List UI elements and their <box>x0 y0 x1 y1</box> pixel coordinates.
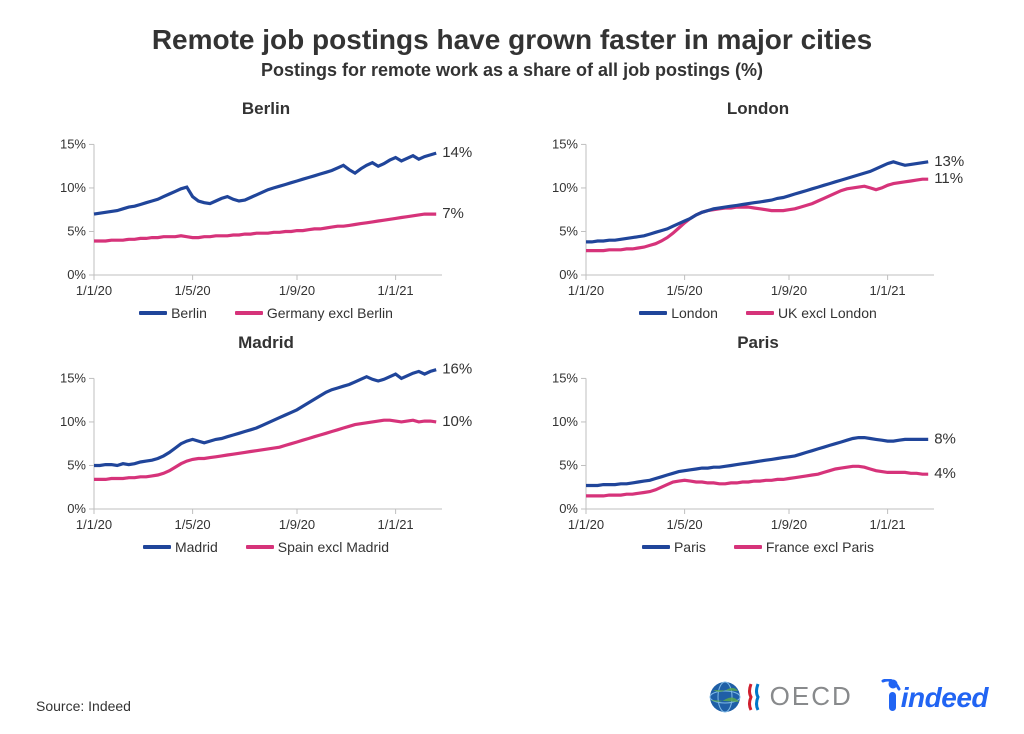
city-end-label: 14% <box>442 144 472 161</box>
legend-swatch <box>639 311 667 315</box>
footer: Source: Indeed OECD indeed <box>36 679 988 714</box>
svg-text:10%: 10% <box>552 180 578 195</box>
city-end-label: 13% <box>934 153 964 170</box>
svg-text:5%: 5% <box>67 223 86 238</box>
svg-text:1/9/20: 1/9/20 <box>279 283 315 298</box>
panel-title: Madrid <box>36 333 496 353</box>
panel-madrid: Madrid 0% 5% 10% 15% 1/1/20 1/5/20 1/9/20 1/1/21… <box>36 333 496 555</box>
panel-title: London <box>528 99 988 119</box>
svg-text:1/1/21: 1/1/21 <box>378 283 414 298</box>
legend-label: Spain excl Madrid <box>278 539 389 555</box>
city-series <box>94 370 436 466</box>
source-text: Source: Indeed <box>36 698 131 714</box>
country-end-label: 4% <box>934 465 956 482</box>
legend-swatch <box>235 311 263 315</box>
country-series <box>94 214 436 241</box>
panel-title: Paris <box>528 333 988 353</box>
svg-text:0%: 0% <box>559 267 578 282</box>
line-chart: 0% 5% 10% 15% 1/1/20 1/5/20 1/9/20 1/1/21 16% 10% <box>36 355 496 535</box>
legend-label: Berlin <box>171 305 207 321</box>
legend-item-country: France excl Paris <box>734 539 874 555</box>
panel-london: London 0% 5% 10% 15% 1/1/20 1/5/20 1/9/20 1/1/21… <box>528 99 988 321</box>
legend-item-city: London <box>639 305 718 321</box>
line-chart: 0% 5% 10% 15% 1/1/20 1/5/20 1/9/20 1/1/21 8% 4% <box>528 355 988 535</box>
svg-text:10%: 10% <box>552 414 578 429</box>
city-series <box>94 153 436 214</box>
legend: Berlin Germany excl Berlin <box>36 305 496 321</box>
legend: Paris France excl Paris <box>528 539 988 555</box>
svg-text:1/9/20: 1/9/20 <box>771 517 807 532</box>
svg-text:1/1/20: 1/1/20 <box>76 517 112 532</box>
legend-item-country: Germany excl Berlin <box>235 305 393 321</box>
svg-text:15%: 15% <box>60 370 86 385</box>
svg-text:1/5/20: 1/5/20 <box>667 517 703 532</box>
legend-label: Madrid <box>175 539 218 555</box>
svg-text:1/5/20: 1/5/20 <box>175 283 211 298</box>
svg-text:1/9/20: 1/9/20 <box>279 517 315 532</box>
legend-swatch <box>746 311 774 315</box>
indeed-text: indeed <box>901 682 988 713</box>
oecd-text: OECD <box>770 681 853 712</box>
country-series <box>94 420 436 479</box>
panel-paris: Paris 0% 5% 10% 15% 1/1/20 1/5/20 1/9/20 1/1/21 8… <box>528 333 988 555</box>
legend-swatch <box>139 311 167 315</box>
svg-text:0%: 0% <box>67 501 86 516</box>
city-series <box>586 438 928 486</box>
svg-text:5%: 5% <box>67 457 86 472</box>
svg-text:15%: 15% <box>552 136 578 151</box>
svg-text:10%: 10% <box>60 414 86 429</box>
legend-swatch <box>246 545 274 549</box>
svg-text:15%: 15% <box>60 136 86 151</box>
line-chart: 0% 5% 10% 15% 1/1/20 1/5/20 1/9/20 1/1/21 13%11% <box>528 121 988 301</box>
svg-text:1/1/20: 1/1/20 <box>76 283 112 298</box>
country-end-label: 10% <box>442 413 472 430</box>
svg-text:1/5/20: 1/5/20 <box>667 283 703 298</box>
country-end-label: 11% <box>934 170 963 187</box>
logos: OECD indeed <box>708 679 988 714</box>
country-end-label: 7% <box>442 205 464 222</box>
legend-item-city: Berlin <box>139 305 207 321</box>
indeed-logo: indeed <box>881 679 988 714</box>
charts-grid: Berlin 0% 5% 10% 15% 1/1/20 1/5/20 1/9/20 1/1/21… <box>36 99 988 555</box>
svg-text:1/9/20: 1/9/20 <box>771 283 807 298</box>
legend-swatch <box>143 545 171 549</box>
legend-item-country: UK excl London <box>746 305 877 321</box>
city-series <box>586 162 928 242</box>
svg-text:1/5/20: 1/5/20 <box>175 517 211 532</box>
oecd-logo: OECD <box>708 680 853 714</box>
svg-text:5%: 5% <box>559 457 578 472</box>
legend-label: London <box>671 305 718 321</box>
legend-item-city: Paris <box>642 539 706 555</box>
svg-text:1/1/20: 1/1/20 <box>568 517 604 532</box>
legend: Madrid Spain excl Madrid <box>36 539 496 555</box>
country-series <box>586 179 928 250</box>
panel-berlin: Berlin 0% 5% 10% 15% 1/1/20 1/5/20 1/9/20 1/1/21… <box>36 99 496 321</box>
svg-text:0%: 0% <box>67 267 86 282</box>
line-chart: 0% 5% 10% 15% 1/1/20 1/5/20 1/9/20 1/1/21 14% 7% <box>36 121 496 301</box>
chart-title: Remote job postings have grown faster in… <box>36 24 988 56</box>
svg-text:10%: 10% <box>60 180 86 195</box>
legend-swatch <box>734 545 762 549</box>
svg-text:1/1/21: 1/1/21 <box>378 517 414 532</box>
svg-text:1/1/21: 1/1/21 <box>870 517 906 532</box>
city-end-label: 8% <box>934 430 956 447</box>
legend-item-country: Spain excl Madrid <box>246 539 389 555</box>
legend: London UK excl London <box>528 305 988 321</box>
svg-text:5%: 5% <box>559 223 578 238</box>
legend-label: Paris <box>674 539 706 555</box>
chart-subtitle: Postings for remote work as a share of a… <box>36 60 988 81</box>
panel-title: Berlin <box>36 99 496 119</box>
legend-label: Germany excl Berlin <box>267 305 393 321</box>
svg-text:15%: 15% <box>552 370 578 385</box>
legend-swatch <box>642 545 670 549</box>
svg-text:1/1/21: 1/1/21 <box>870 283 906 298</box>
city-end-label: 16% <box>442 361 472 378</box>
legend-label: France excl Paris <box>766 539 874 555</box>
svg-text:0%: 0% <box>559 501 578 516</box>
svg-text:1/1/20: 1/1/20 <box>568 283 604 298</box>
legend-label: UK excl London <box>778 305 877 321</box>
legend-item-city: Madrid <box>143 539 218 555</box>
